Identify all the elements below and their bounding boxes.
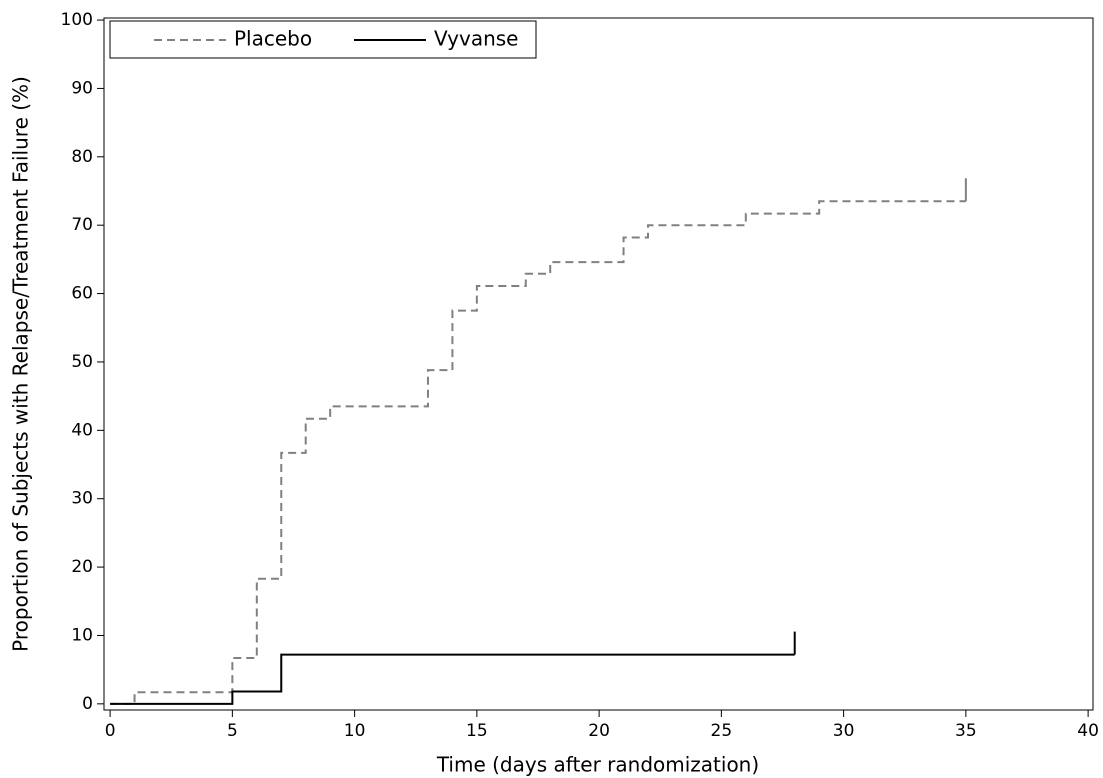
x-tick-label: 25 (711, 721, 733, 741)
y-tick-label: 80 (71, 147, 93, 167)
y-tick-label: 40 (71, 420, 93, 440)
step-line (110, 200, 966, 705)
y-tick-label: 50 (71, 352, 93, 372)
x-tick-label: 5 (227, 721, 238, 741)
y-tick-label: 100 (61, 10, 93, 30)
y-tick-label: 60 (71, 284, 93, 304)
y-tick-label: 90 (71, 78, 93, 98)
x-axis-label: Time (days after randomization) (436, 753, 759, 777)
x-tick-label: 10 (344, 721, 366, 741)
y-tick-label: 0 (82, 694, 93, 714)
x-tick-label: 0 (105, 721, 116, 741)
step-line (110, 653, 795, 705)
x-tick-label: 30 (833, 721, 855, 741)
plot-frame (103, 17, 1094, 711)
x-tick-label: 35 (955, 721, 977, 741)
x-tick-label: 15 (466, 721, 488, 741)
y-tick-label: 70 (71, 215, 93, 235)
y-tick-label: 30 (71, 489, 93, 509)
legend-label: Placebo (234, 27, 312, 51)
y-axis-label: Proportion of Subjects with Relapse/Trea… (9, 76, 33, 652)
x-tick-label: 40 (1077, 721, 1099, 741)
x-tick-label: 20 (588, 721, 610, 741)
legend-label: Vyvanse (434, 27, 518, 51)
y-tick-label: 10 (71, 625, 93, 645)
y-tick-label: 20 (71, 557, 93, 577)
